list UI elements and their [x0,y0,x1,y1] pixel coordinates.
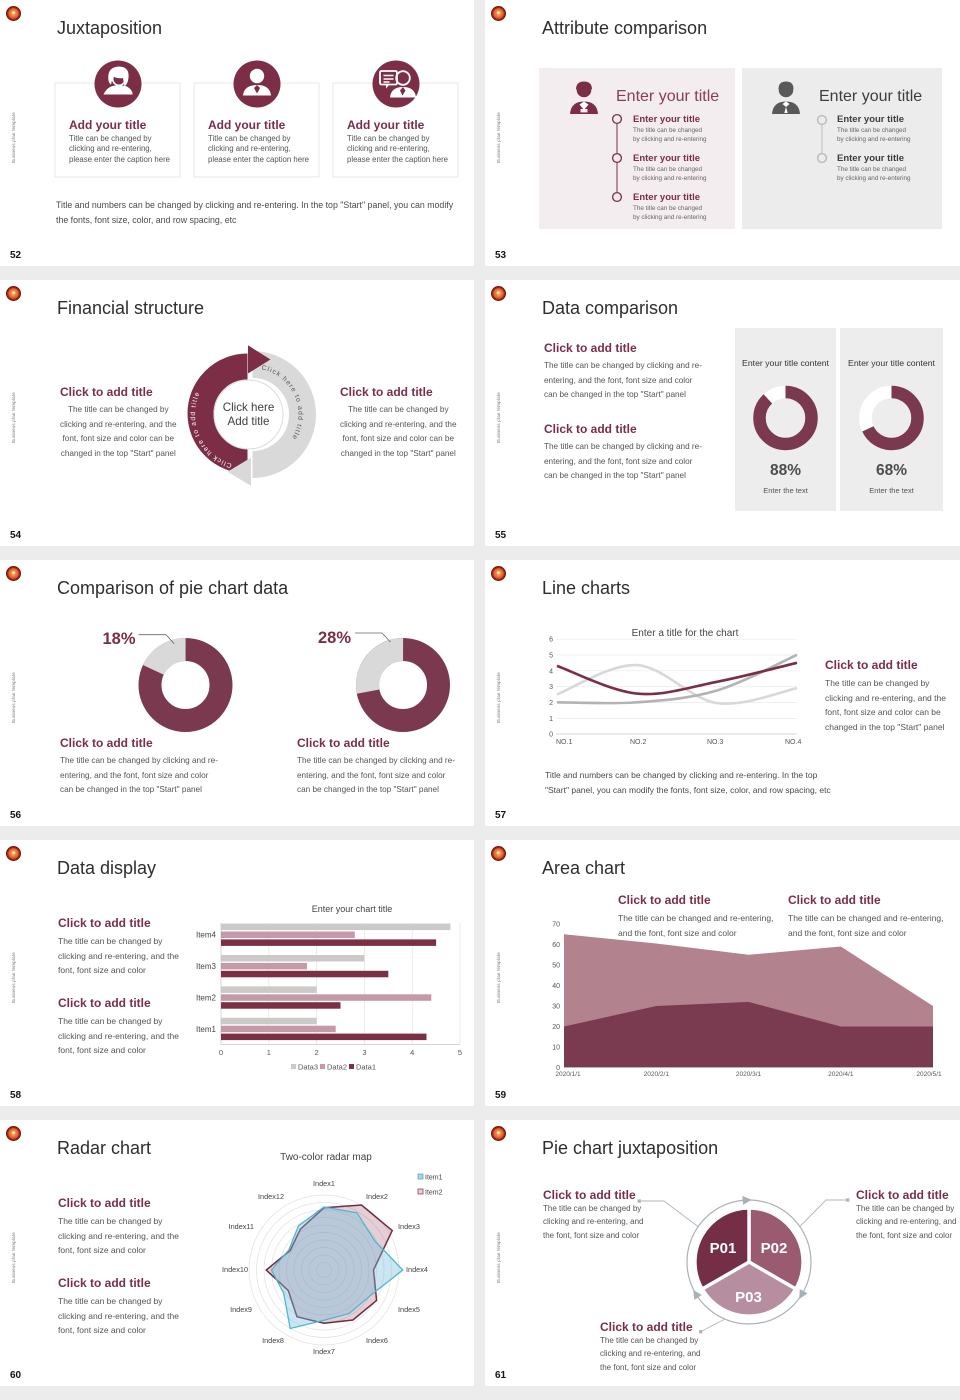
svg-text:50: 50 [552,963,560,970]
svg-text:70: 70 [552,922,560,929]
svg-text:NO.3: NO.3 [707,739,723,746]
svg-text:Data1: Data1 [356,1063,376,1072]
svg-text:1: 1 [267,1048,271,1057]
svg-text:Enter your title content: Enter your title content [742,358,830,368]
svg-text:0: 0 [549,732,553,739]
svg-text:Enter your title content: Enter your title content [848,358,936,368]
svg-text:Data2: Data2 [327,1063,347,1072]
svg-text:2: 2 [549,700,553,707]
svg-text:28%: 28% [318,629,351,647]
svg-text:Enter the text: Enter the text [869,486,915,495]
svg-text:Index4: Index4 [406,1265,428,1274]
svg-text:Index2: Index2 [366,1192,388,1201]
svg-text:88%: 88% [770,462,801,479]
svg-text:Two-color radar map: Two-color radar map [280,1152,372,1163]
svg-text:2020/1/1: 2020/1/1 [555,1071,581,1078]
svg-text:60: 60 [552,942,560,949]
svg-text:Add title: Add title [228,415,270,428]
svg-text:NO.4: NO.4 [785,739,801,746]
svg-text:40: 40 [552,983,560,990]
svg-text:20: 20 [552,1024,560,1031]
svg-text:Click here: Click here [223,401,275,414]
svg-text:10: 10 [552,1045,560,1052]
svg-text:18%: 18% [103,630,136,648]
svg-text:4: 4 [410,1048,414,1057]
svg-text:P01: P01 [710,1240,737,1257]
svg-text:2020/3/1: 2020/3/1 [736,1071,762,1078]
svg-text:Index1: Index1 [313,1179,335,1188]
svg-text:Index5: Index5 [398,1305,420,1314]
svg-text:P02: P02 [761,1240,788,1257]
svg-text:Item2: Item2 [196,994,217,1003]
svg-text:Enter a title for the chart: Enter a title for the chart [632,628,739,639]
svg-text:Item1: Item1 [196,1025,217,1034]
svg-text:3: 3 [362,1048,366,1057]
svg-text:Enter your chart title: Enter your chart title [312,904,393,914]
svg-text:30: 30 [552,1004,560,1011]
svg-text:Index8: Index8 [262,1336,284,1345]
svg-text:Enter the text: Enter the text [763,486,809,495]
svg-text:2: 2 [315,1048,319,1057]
svg-text:Item1: Item1 [425,1175,443,1182]
svg-text:Item4: Item4 [196,931,217,940]
svg-text:Index9: Index9 [230,1305,252,1314]
svg-text:Index12: Index12 [258,1192,284,1201]
svg-text:NO.2: NO.2 [630,739,646,746]
svg-text:Index6: Index6 [366,1336,388,1345]
svg-text:68%: 68% [876,462,907,479]
svg-text:Item3: Item3 [196,962,217,971]
svg-text:5: 5 [458,1048,462,1057]
svg-text:Index11: Index11 [229,1222,254,1231]
svg-text:P03: P03 [735,1289,762,1306]
svg-text:Index10: Index10 [222,1265,248,1274]
svg-text:Index3: Index3 [398,1222,420,1231]
svg-text:2020/2/1: 2020/2/1 [644,1071,670,1078]
svg-text:4: 4 [549,668,553,675]
svg-text:2020/4/1: 2020/4/1 [828,1071,854,1078]
svg-text:0: 0 [219,1048,223,1057]
svg-text:0: 0 [556,1065,560,1072]
svg-text:6: 6 [549,637,553,644]
svg-text:Data3: Data3 [298,1063,318,1072]
svg-text:1: 1 [549,716,553,723]
svg-text:NO.1: NO.1 [556,739,572,746]
svg-text:Index7: Index7 [313,1347,335,1356]
svg-text:2020/5/1: 2020/5/1 [916,1071,942,1078]
svg-text:3: 3 [549,684,553,691]
svg-text:Item2: Item2 [425,1190,443,1197]
svg-text:5: 5 [549,653,553,660]
